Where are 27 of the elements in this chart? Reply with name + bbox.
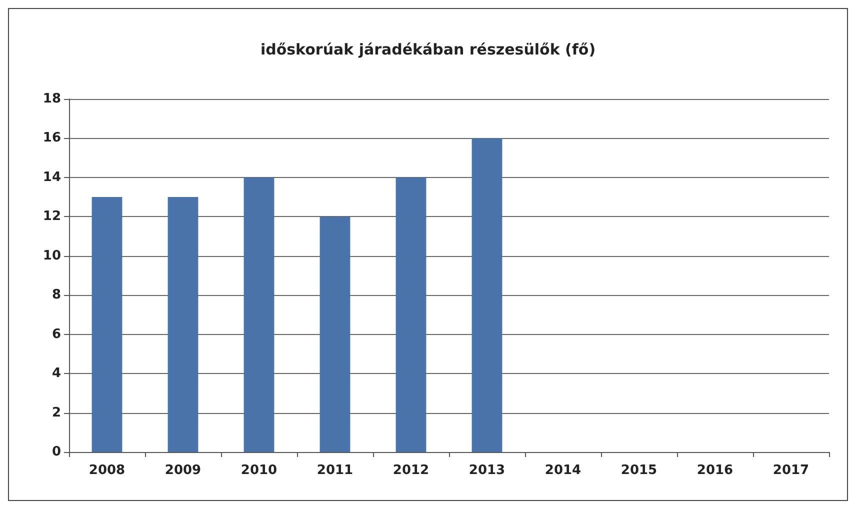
x-tick-label: 2014 <box>544 463 582 478</box>
y-tick-label: 4 <box>52 366 61 382</box>
x-tick-label: 2011 <box>316 463 354 478</box>
y-tick-label: 10 <box>42 248 61 264</box>
x-tick-label: 2017 <box>772 463 810 478</box>
bar <box>320 216 350 452</box>
x-tick-label: 2012 <box>392 463 430 478</box>
x-tick-label: 2008 <box>88 463 126 478</box>
bar <box>244 177 274 452</box>
y-tick-label: 0 <box>52 444 61 460</box>
x-tick-label: 2015 <box>620 463 658 478</box>
y-tick-label: 18 <box>42 92 61 106</box>
y-tick-label: 8 <box>52 288 61 303</box>
x-tick-label: 2016 <box>696 463 734 478</box>
y-tick-label: 12 <box>42 209 61 224</box>
x-tick-label: 2013 <box>468 463 506 478</box>
y-tick-label: 14 <box>42 170 61 185</box>
bar <box>472 138 502 452</box>
y-tick-label: 6 <box>52 326 61 342</box>
chart-title: időskorúak járadékában részesülők (fő) <box>260 40 596 58</box>
bar <box>168 197 198 452</box>
x-tick-label: 2010 <box>240 463 278 478</box>
y-tick-label: 16 <box>42 130 61 146</box>
bar <box>396 177 426 452</box>
bar <box>92 197 122 452</box>
x-tick-label: 2009 <box>164 463 202 478</box>
y-tick-label: 2 <box>52 405 61 420</box>
